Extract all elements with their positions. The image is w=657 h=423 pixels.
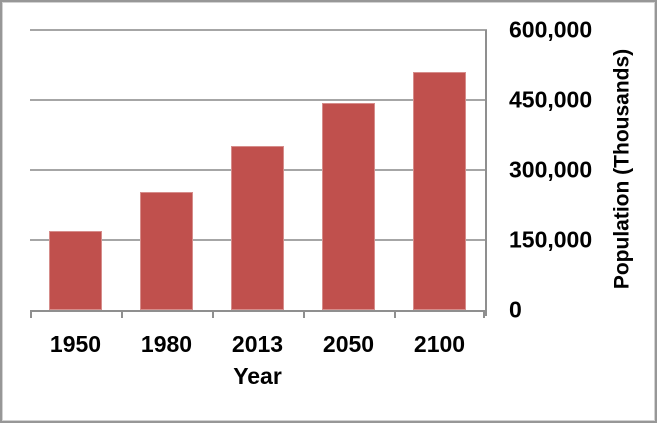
x-axis-tick: [121, 312, 123, 318]
gridline: [30, 99, 487, 101]
x-tick-label: 2100: [413, 331, 466, 357]
gridline: [30, 29, 487, 31]
bar: [322, 102, 375, 310]
bar: [49, 230, 102, 310]
y-axis-line: [485, 30, 487, 316]
x-axis-line: [30, 310, 487, 312]
bar: [231, 145, 284, 310]
x-tick-label: 2013: [231, 331, 284, 357]
x-axis-title: Year: [233, 363, 282, 389]
y-axis-title-text: Population (Thousands): [610, 48, 634, 290]
y-tick-label: 150,000: [509, 226, 593, 253]
y-tick-label: 0: [509, 296, 522, 323]
bar: [413, 72, 466, 310]
x-axis-tick: [303, 312, 305, 318]
y-tick-label: 300,000: [509, 156, 593, 183]
x-axis-tick: [394, 312, 396, 318]
y-tick-label: 600,000: [509, 16, 593, 43]
x-axis-tick: [483, 312, 485, 318]
x-tick-label: 1950: [49, 331, 102, 357]
x-tick-label: 2050: [322, 331, 375, 357]
y-tick-label: 450,000: [509, 86, 593, 113]
x-axis-tick: [212, 312, 214, 318]
bar: [140, 191, 193, 310]
plot-area: [30, 29, 487, 318]
x-tick-label: 1980: [140, 331, 193, 357]
x-axis-tick: [30, 312, 32, 318]
